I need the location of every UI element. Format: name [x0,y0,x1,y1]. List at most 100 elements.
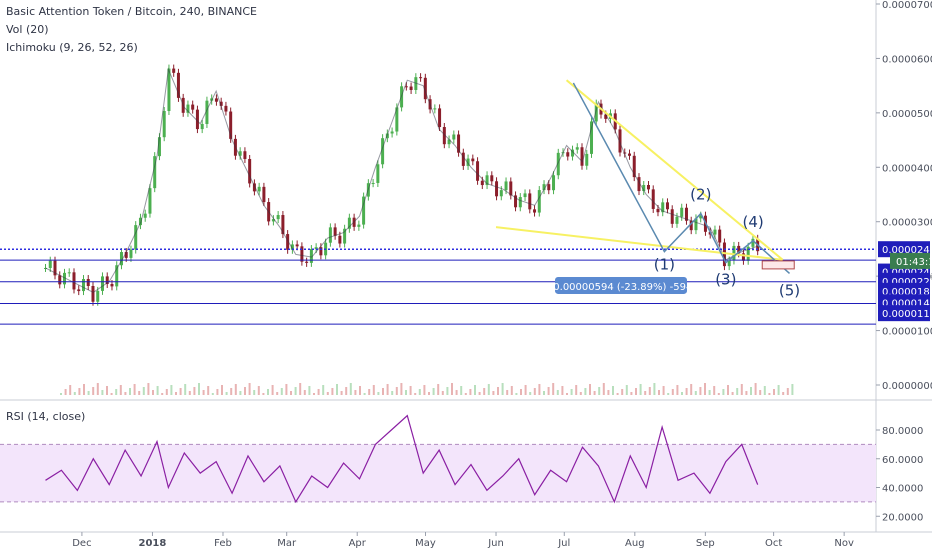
candle-body [72,272,76,290]
candle-body [533,209,537,213]
volume-bar [147,383,150,395]
volume-bar [506,390,509,395]
candle-body [537,190,541,213]
candle-body [276,215,280,220]
elliott-wave-path[interactable] [572,82,791,274]
candle-body [48,260,52,268]
volume-bar [782,392,785,395]
candle-body [347,217,351,229]
candle-body [680,207,684,217]
candle-body [100,276,104,291]
volume-bar [681,392,683,395]
volume-bar [510,386,513,395]
price-tick-label: 0.00005000 [882,109,932,120]
candle-body [105,276,109,285]
candle-body [314,247,318,250]
candle-body [243,151,247,159]
volume-bar [336,384,338,395]
candle-body [670,209,674,224]
volume-bar [547,387,550,395]
volume-bar [717,393,720,395]
candle-body [632,155,636,178]
volume-bar [377,392,380,395]
volume-bar [60,393,62,395]
candle-body [523,193,527,198]
price-tick-label: 0.00001000 [882,327,932,338]
volume-bar [441,391,444,395]
volume-bar [602,383,605,395]
candle-body [423,77,427,100]
candle-body [238,151,242,156]
wave-label: (4) [743,213,764,231]
volume-bar [207,386,210,395]
candle-body [452,134,456,140]
level-price-tag-label: 0.00001896 [882,287,932,298]
volume-bar [395,387,398,395]
candle-body [594,103,598,122]
vol-indicator-label[interactable]: Vol (20) [6,23,49,36]
candle-body [590,121,594,154]
volume-bar [165,389,168,395]
volume-bar [524,385,527,395]
volume-bar [487,384,490,395]
candle-body [447,139,451,145]
volume-bar [405,390,407,395]
volume-bar [110,393,113,395]
volume-bar [179,388,182,395]
volume-bar [492,391,495,395]
volume-bar [87,391,90,395]
time-tick-label: May [415,538,436,549]
candle-body [438,108,442,128]
candle-body [286,234,290,250]
volume-bar [662,386,665,395]
volume-bar [533,388,536,395]
volume-bar [244,387,246,395]
countdown-label: 01:43:13 [896,257,932,268]
time-tick-label: Dec [72,538,91,549]
volume-bar [708,390,711,395]
candle-body [395,107,399,132]
volume-bar [455,390,458,395]
volume-bar [184,384,187,395]
volume-bar [437,384,440,395]
candle-body [319,247,323,256]
volume-bar [630,392,633,395]
volume-bar [694,391,697,395]
price-line [45,67,758,294]
candle-body [499,190,503,197]
time-tick-label: 2018 [139,538,167,549]
candle-body [656,208,660,213]
candle-body [58,275,62,285]
wedge-lower-line[interactable] [495,226,783,261]
candle-body [514,195,518,208]
level-price-tag-label: 0.00002294 [882,277,932,288]
volume-bar [119,385,122,395]
volume-bar [621,389,624,395]
volume-bar [308,386,311,395]
candle-body [162,111,166,138]
volume-bar [497,387,499,395]
volume-bar [248,383,251,395]
price-tick-label: 0.00004000 [882,163,932,174]
volume-bar [211,393,214,395]
volume-bar [221,385,223,395]
volume-bar [280,388,283,395]
wave-label: (2) [690,186,711,204]
rsi-indicator-label[interactable]: RSI (14, close) [6,410,86,423]
candle-body [646,185,650,190]
time-tick-label: Apr [349,538,367,549]
volume-bar [736,388,739,395]
candle-body [219,101,223,106]
target-box[interactable] [761,260,795,270]
candle-body [248,158,252,184]
wedge-upper-line[interactable] [565,79,784,261]
volume-bar [326,392,329,395]
volume-bar [133,384,136,395]
candle-body [661,202,665,213]
time-tick-label: Jul [557,538,570,549]
volume-bar [69,385,72,395]
ichimoku-indicator-label[interactable]: Ichimoku (9, 26, 52, 26) [6,41,138,54]
wave-label: (1) [654,256,675,274]
candle-body [96,290,100,302]
